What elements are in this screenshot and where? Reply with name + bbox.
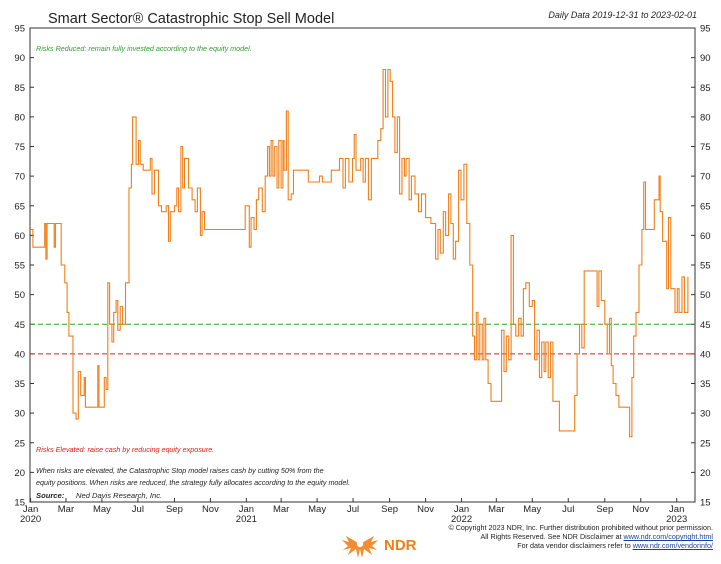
x-tick-label: Nov bbox=[632, 504, 649, 515]
copyright-line-2-text: All Rights Reserved. See NDR Disclaimer … bbox=[480, 532, 624, 541]
y-tick-label-right: 85 bbox=[700, 83, 711, 94]
x-tick-label: Nov bbox=[202, 504, 219, 515]
y-tick-label-left: 65 bbox=[14, 201, 25, 212]
vendor-info-link[interactable]: www.ndr.com/vendorinfo/ bbox=[632, 541, 713, 550]
explanation-line-2: equity positions. When risks are reduced… bbox=[36, 478, 350, 487]
y-tick-label-left: 85 bbox=[14, 83, 25, 94]
y-tick-label-right: 50 bbox=[700, 290, 711, 301]
y-tick-label-right: 65 bbox=[700, 201, 711, 212]
x-year-label: 2020 bbox=[20, 514, 41, 525]
copyright-line-2: All Rights Reserved. See NDR Disclaimer … bbox=[448, 532, 713, 541]
y-tick-label-right: 75 bbox=[700, 142, 711, 153]
x-tick-label: Jul bbox=[347, 504, 359, 515]
y-tick-label-left: 30 bbox=[14, 409, 25, 420]
risks-elevated-note: Risks Elevated: raise cash by reducing e… bbox=[36, 445, 214, 454]
x-tick-label: Sep bbox=[166, 504, 183, 515]
y-tick-label-right: 15 bbox=[700, 498, 711, 509]
source-label: Source: bbox=[36, 491, 65, 500]
copyright-line-3: For data vendor disclaimers refer to www… bbox=[448, 541, 713, 550]
chart-subtitle: Daily Data 2019-12-31 to 2023-02-01 bbox=[548, 10, 697, 20]
x-tick-label: Mar bbox=[58, 504, 74, 515]
y-tick-label-left: 75 bbox=[14, 142, 25, 153]
x-tick-label: May bbox=[308, 504, 326, 515]
x-tick-label: Jan bbox=[454, 504, 469, 515]
copyright-line-1: © Copyright 2023 NDR, Inc. Further distr… bbox=[448, 523, 713, 532]
explanation-line-1: When risks are elevated, the Catastrophi… bbox=[36, 466, 324, 475]
y-tick-label-right: 20 bbox=[700, 468, 711, 479]
y-tick-label-left: 90 bbox=[14, 53, 25, 64]
ndr-logo: NDR bbox=[342, 536, 417, 558]
y-tick-label-left: 20 bbox=[14, 468, 25, 479]
source-text: Ned Davis Research, Inc. bbox=[76, 491, 162, 500]
copyright-footer: © Copyright 2023 NDR, Inc. Further distr… bbox=[448, 523, 713, 550]
y-tick-label-right: 55 bbox=[700, 261, 711, 272]
copyright-line-3-text: For data vendor disclaimers refer to bbox=[517, 541, 633, 550]
y-tick-label-right: 35 bbox=[700, 379, 711, 390]
x-year-label: 2022 bbox=[451, 514, 472, 525]
y-tick-label-left: 50 bbox=[14, 290, 25, 301]
x-tick-label: Nov bbox=[417, 504, 434, 515]
risks-reduced-note: Risks Reduced: remain fully invested acc… bbox=[36, 44, 252, 53]
x-tick-label: Jul bbox=[132, 504, 144, 515]
y-tick-label-right: 30 bbox=[700, 409, 711, 420]
y-tick-label-right: 40 bbox=[700, 349, 711, 360]
copyright-link[interactable]: www.ndr.com/copyright.html bbox=[623, 532, 713, 541]
y-tick-label-left: 45 bbox=[14, 320, 25, 331]
x-tick-label: Jan bbox=[23, 504, 38, 515]
logo-mark-icon bbox=[342, 536, 378, 558]
y-tick-label-left: 40 bbox=[14, 349, 25, 360]
x-tick-label: May bbox=[93, 504, 111, 515]
y-tick-label-right: 95 bbox=[700, 24, 711, 35]
x-year-label: 2021 bbox=[236, 514, 257, 525]
y-tick-label-right: 60 bbox=[700, 231, 711, 242]
x-year-label: 2023 bbox=[666, 514, 687, 525]
y-tick-label-right: 80 bbox=[700, 112, 711, 123]
series-layer bbox=[30, 68, 689, 438]
y-tick-label-right: 70 bbox=[700, 172, 711, 183]
x-tick-label: Mar bbox=[273, 504, 289, 515]
y-tick-label-left: 70 bbox=[14, 172, 25, 183]
chart-title: Smart Sector® Catastrophic Stop Sell Mod… bbox=[48, 11, 334, 27]
x-tick-label: Sep bbox=[596, 504, 613, 515]
plot-frame bbox=[29, 27, 696, 503]
x-tick-label: May bbox=[523, 504, 541, 515]
y-tick-label-left: 95 bbox=[14, 24, 25, 35]
x-tick-label: Jul bbox=[562, 504, 574, 515]
y-axis-left: 15 20 25 30 35 40 45 50 55 60 65 70 75 80 85 90 95 bbox=[14, 24, 34, 509]
y-tick-label-left: 55 bbox=[14, 261, 25, 272]
x-tick-label: Jan bbox=[239, 504, 254, 515]
y-tick-label-left: 35 bbox=[14, 379, 25, 390]
y-tick-label-left: 60 bbox=[14, 231, 25, 242]
y-tick-label-right: 45 bbox=[700, 320, 711, 331]
y-tick-label-right: 25 bbox=[700, 438, 711, 449]
y-tick-label-left: 15 bbox=[14, 498, 25, 509]
x-tick-label: Mar bbox=[488, 504, 504, 515]
series-line bbox=[30, 68, 689, 438]
y-tick-label-right: 90 bbox=[700, 53, 711, 64]
y-axis-right: 15 20 25 30 35 40 45 50 55 60 65 70 75 80 85 90 95 bbox=[691, 24, 711, 509]
x-tick-label: Jan bbox=[669, 504, 684, 515]
x-tick-label: Sep bbox=[381, 504, 398, 515]
logo-wordmark: NDR bbox=[384, 537, 417, 554]
y-tick-label-left: 80 bbox=[14, 112, 25, 123]
y-tick-label-left: 25 bbox=[14, 438, 25, 449]
